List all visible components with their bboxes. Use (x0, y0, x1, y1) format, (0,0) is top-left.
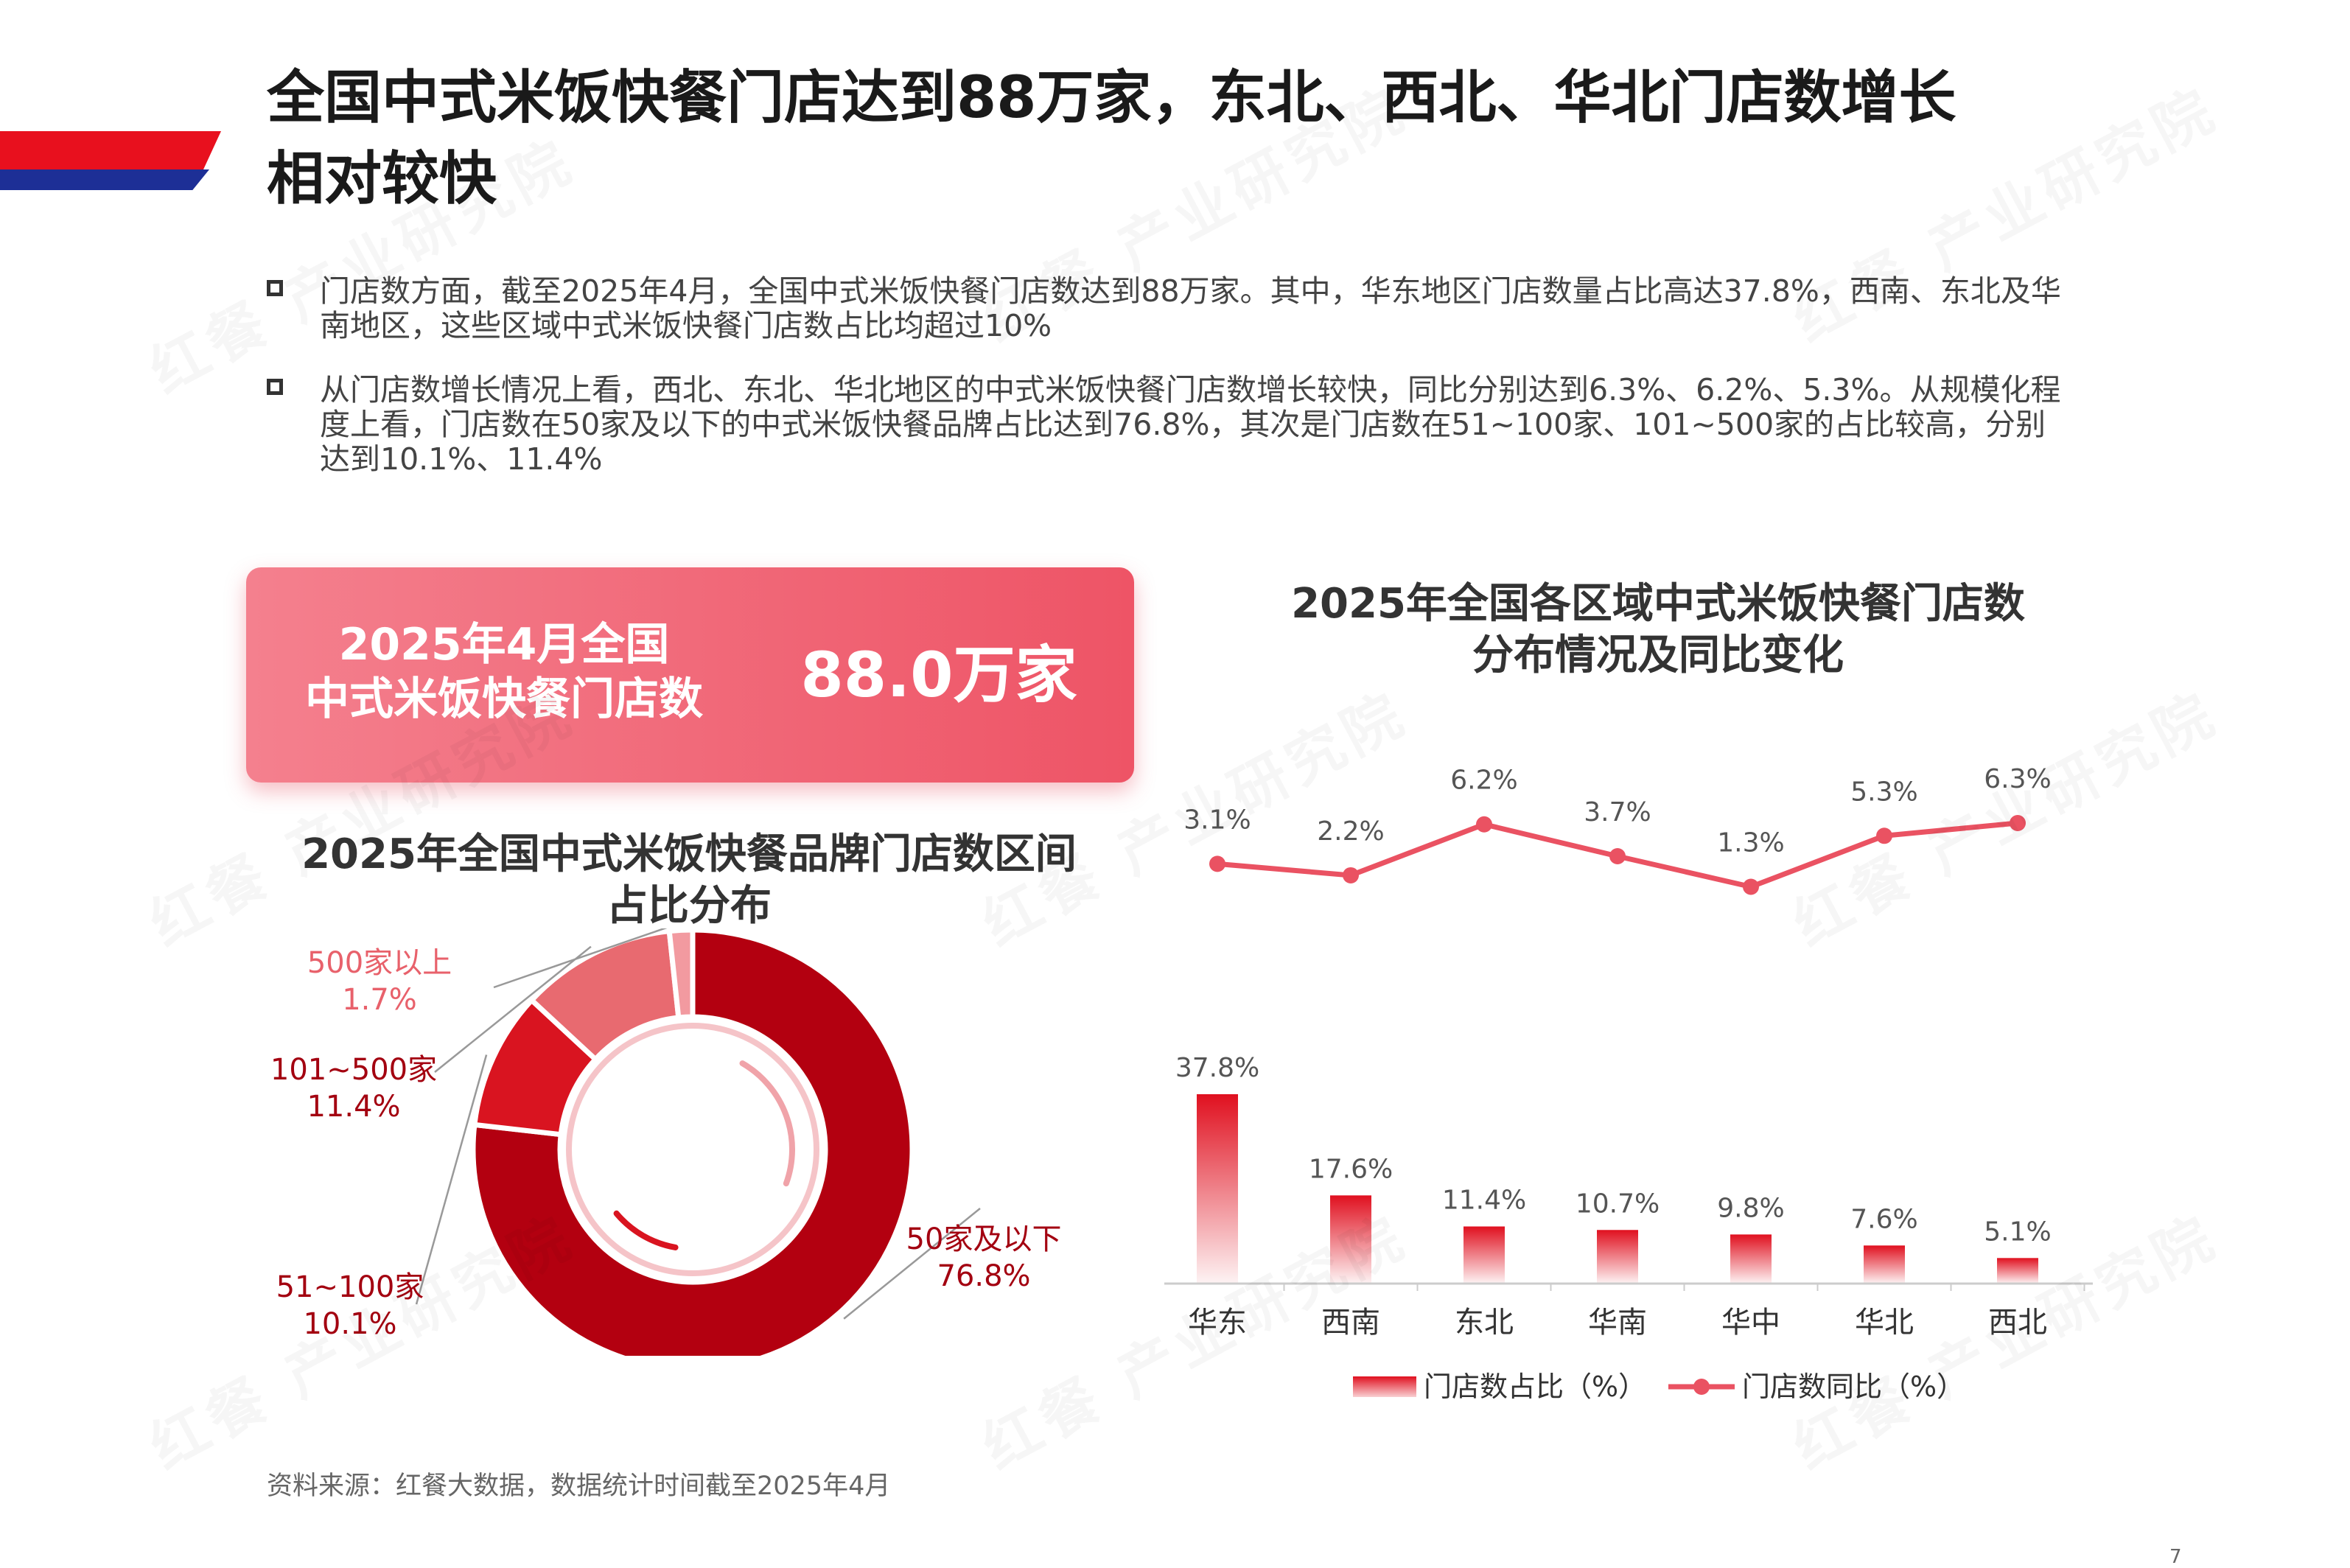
slice-value-label: 76.8% (937, 1259, 1030, 1293)
bar-华南 (1597, 1230, 1638, 1284)
bar-西南 (1330, 1195, 1371, 1284)
donut-chart-title-line1: 2025年全国中式米饭快餐品牌门店数区间 (301, 830, 1077, 878)
kpi-card: 2025年4月全国 中式米饭快餐门店数 88.0万家 (246, 567, 1134, 783)
slice-name-label: 500家以上 (307, 946, 452, 980)
page-title-line2: 相对较快 (267, 146, 497, 212)
kpi-value: 88.0万家 (800, 639, 1077, 711)
yoy-value-label: 3.7% (1584, 797, 1651, 827)
x-tick-label: 华南 (1588, 1306, 1647, 1340)
yoy-point (1743, 878, 1759, 895)
bar-东北 (1463, 1226, 1505, 1284)
yoy-point (1343, 867, 1359, 883)
bar-华北 (1864, 1245, 1905, 1284)
line-series: 3.1% 2.2% 6.2% 3.7% 1.3% 5.3% 6.3% (1183, 764, 2052, 895)
donut-slices (470, 928, 915, 1356)
yoy-point (1876, 827, 1892, 844)
slice-value-label: 11.4% (307, 1090, 400, 1124)
inner-ring (566, 1023, 819, 1276)
chart-legend: 门店数占比（%） 门店数同比（%） (1353, 1371, 1965, 1403)
bar-value-label: 10.7% (1576, 1189, 1660, 1219)
slice-name-label: 51~100家 (276, 1270, 424, 1304)
x-tick-label: 华北 (1855, 1306, 1914, 1340)
donut-slice-500家以上 (666, 928, 696, 1021)
bar-value-label: 17.6% (1309, 1154, 1393, 1184)
kpi-label: 2025年4月全国 中式米饭快餐门店数 (276, 617, 732, 727)
bar-华东 (1197, 1094, 1238, 1284)
slice-value-label: 1.7% (342, 983, 417, 1017)
legend-line-label: 门店数同比（%） (1742, 1371, 1965, 1403)
inner-arc (613, 1210, 679, 1250)
donut-inner-decoration (566, 1023, 819, 1276)
slice-name-label: 50家及以下 (906, 1222, 1062, 1256)
yoy-point (1609, 847, 1626, 864)
legend-bar-swatch (1353, 1376, 1416, 1397)
yoy-value-label: 6.2% (1450, 766, 1517, 796)
yoy-point (1209, 855, 1225, 872)
bar-value-label: 5.1% (1984, 1217, 2051, 1247)
source-note: 资料来源：红餐大数据，数据统计时间截至2025年4月 (267, 1471, 891, 1501)
leader-line (415, 1054, 488, 1305)
page-title: 全国中式米饭快餐门店达到88万家，东北、西北、华北门店数增长 相对较快 (267, 57, 2183, 220)
bar-value-label: 11.4% (1442, 1185, 1526, 1215)
leader-line (843, 1208, 981, 1320)
square-bullet-icon (267, 280, 283, 296)
donut-slice-50家及以下 (470, 928, 915, 1356)
legend-line-marker (1693, 1379, 1710, 1395)
bar-series: 37.8% 17.6% 11.4% 10.7% 9.8% 7.6% 5.1% (1175, 1053, 2052, 1284)
kpi-label-line1: 2025年4月全国 (338, 619, 670, 671)
kpi-label-line2: 中式米饭快餐门店数 (305, 673, 703, 725)
x-tick-label: 华东 (1188, 1306, 1247, 1340)
yoy-value-label: 2.2% (1317, 816, 1384, 847)
donut-chart-title-line2: 占比分布 (606, 882, 772, 930)
yoy-point (2010, 815, 2026, 832)
yoy-value-label: 3.1% (1183, 805, 1251, 835)
page-number: 7 (2169, 1546, 2182, 1568)
header-red-stripe (0, 131, 221, 169)
header-blue-stripe (0, 169, 209, 190)
bar-value-label: 7.6% (1850, 1204, 1917, 1234)
bullet-text: 门店数方面，截至2025年4月，全国中式米饭快餐门店数达到88万家。其中，华东地… (320, 273, 2061, 343)
yoy-value-label: 6.3% (1984, 764, 2051, 794)
leader-line (434, 945, 592, 1073)
bar-value-label: 9.8% (1717, 1193, 1784, 1223)
yoy-value-label: 1.3% (1717, 828, 1784, 858)
slice-name-label: 101~500家 (270, 1053, 437, 1087)
bar-value-label: 37.8% (1175, 1053, 1259, 1083)
bar-chart-title: 2025年全国各区域中式米饭快餐门店数 分布情况及同比变化 (1179, 578, 2137, 682)
square-bullet-icon (267, 379, 283, 395)
leader-line (493, 928, 668, 989)
bar-chart-title-line2: 分布情况及同比变化 (1472, 631, 1844, 679)
inner-arc (739, 1060, 795, 1187)
bar-chart-title-line1: 2025年全国各区域中式米饭快餐门店数 (1291, 580, 2025, 628)
bar-西北 (1997, 1258, 2038, 1284)
yoy-point (1476, 816, 1492, 833)
x-tick-label: 东北 (1455, 1306, 1514, 1340)
slice-value-label: 10.1% (303, 1307, 396, 1341)
x-axis: 华东 西南 东北 华南 华中 华北 西北 (1164, 1282, 2093, 1340)
yoy-value-label: 5.3% (1850, 777, 1917, 807)
bar-华中 (1730, 1234, 1772, 1284)
bullet-text: 从门店数增长情况上看，西北、东北、华北地区的中式米饭快餐门店数增长较快，同比分别… (320, 372, 2061, 477)
page-title-line1: 全国中式米饭快餐门店达到88万家，东北、西北、华北门店数增长 (267, 65, 1956, 131)
x-tick-label: 西北 (1988, 1306, 2047, 1340)
bar-line-combo-chart: 37.8% 17.6% 11.4% 10.7% 9.8% 7.6% 5.1% 3.1% 2.2… (1164, 764, 2093, 1403)
legend-bar-label: 门店数占比（%） (1424, 1371, 1646, 1403)
donut-chart-title: 2025年全国中式米饭快餐品牌门店数区间 占比分布 (243, 829, 1135, 932)
x-tick-label: 华中 (1721, 1306, 1780, 1340)
x-tick-label: 西南 (1321, 1306, 1380, 1340)
